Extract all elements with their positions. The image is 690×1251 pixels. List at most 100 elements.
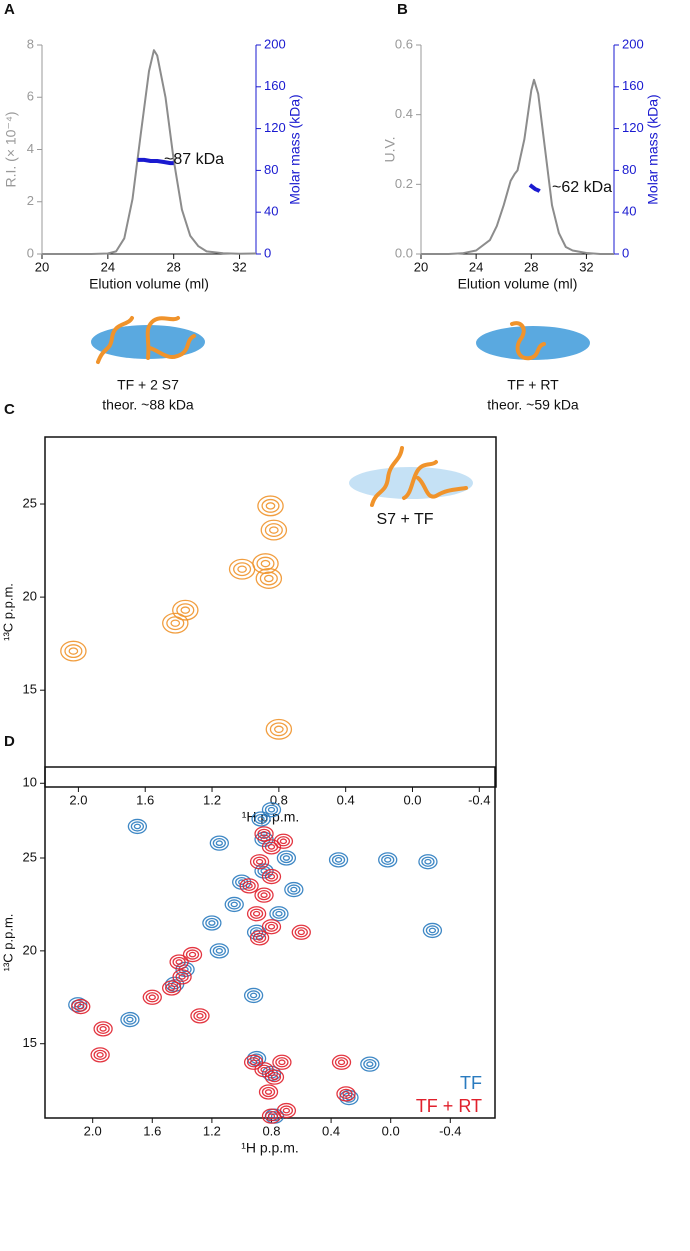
contour-peak — [120, 1011, 140, 1028]
contour-peak — [339, 1088, 353, 1100]
x-tick-label: 0.0 — [403, 792, 421, 807]
contour-peak — [272, 1054, 292, 1070]
contour-peak — [257, 828, 271, 840]
contour-peak — [261, 802, 282, 818]
y-tick-label: 20 — [23, 942, 37, 957]
complex-cartoon — [91, 316, 205, 364]
y-tick-label: 0.2 — [395, 176, 413, 191]
contour-peak — [421, 856, 435, 867]
y2-tick-label: 160 — [622, 78, 644, 93]
contour-peak — [260, 559, 271, 568]
contour-peak — [130, 821, 145, 832]
contour-peak — [249, 854, 270, 870]
contour-peak — [261, 1086, 276, 1098]
contour-peak — [264, 871, 279, 882]
x-tick-label: 0.0 — [382, 1123, 400, 1138]
y2-tick-label: 120 — [264, 120, 286, 135]
contour-peak — [269, 906, 289, 922]
y-tick-label: 8 — [27, 36, 34, 51]
y-tick-label: 0.4 — [395, 106, 413, 121]
contour-peak — [168, 985, 176, 991]
contour-peak — [212, 837, 226, 849]
contour-peak — [245, 883, 253, 889]
contour-peak — [272, 908, 286, 919]
contour-peak — [279, 838, 288, 845]
y2-tick-label: 160 — [264, 78, 286, 93]
contour-peak — [257, 889, 271, 901]
contour-peak — [180, 606, 191, 614]
contour-peak — [342, 1091, 350, 1097]
cartoon-chain — [145, 316, 196, 360]
contour-peak — [237, 565, 247, 573]
contour-peak — [275, 1057, 289, 1068]
contour-peak — [243, 1054, 264, 1070]
complex-cartoon — [349, 446, 473, 507]
contour-peak — [249, 992, 258, 999]
y-axis-title: R.I. (× 10⁻⁴) — [3, 111, 19, 187]
contour-peak — [334, 1057, 349, 1068]
contour-peak — [331, 854, 346, 866]
contour-peak — [360, 1056, 380, 1072]
x-tick-label: -0.4 — [468, 792, 490, 807]
contour-peak — [123, 1014, 137, 1025]
contour-peak — [182, 946, 203, 963]
contour-peak — [263, 574, 274, 583]
y2-tick-label: 80 — [264, 162, 278, 177]
complex-label: theor. ~59 kDa — [487, 397, 579, 413]
y-tick-label: 4 — [27, 141, 34, 156]
x-tick-label: 0.8 — [262, 1123, 280, 1138]
contour-peak — [282, 1107, 291, 1114]
y-axis-title: U.V. — [382, 137, 398, 163]
contour-peak — [257, 865, 271, 877]
contour-peak — [209, 835, 229, 851]
contour-peak — [96, 1052, 104, 1058]
x-axis-title: Elution volume (ml) — [458, 276, 578, 292]
contour-peak — [258, 1084, 279, 1100]
contour-peak — [276, 836, 291, 847]
y-tick-label: 0.6 — [395, 36, 413, 51]
contour-peak — [291, 924, 311, 940]
panel-label: D — [4, 733, 15, 750]
contour-peak — [257, 816, 265, 822]
contour-peak — [257, 1064, 271, 1075]
y2-tick-label: 0 — [264, 245, 271, 260]
cartoon-chain — [402, 460, 468, 500]
contour-peak — [215, 948, 223, 954]
contour-peak — [366, 1061, 374, 1067]
contour-peak — [172, 599, 199, 621]
contour-peak — [243, 987, 264, 1004]
contour-peak — [145, 992, 159, 1003]
contour-peak — [273, 833, 294, 849]
contour-peak — [336, 1086, 356, 1102]
contour-peak — [267, 1071, 282, 1083]
x-tick-label: 0.4 — [337, 792, 355, 807]
contour-peak — [93, 1021, 113, 1037]
contour-peak — [242, 880, 256, 892]
contour-peak — [254, 826, 274, 842]
annotation: S7 + TF — [376, 511, 433, 528]
contour-peak — [270, 1074, 279, 1080]
contour-peak — [212, 945, 226, 957]
contour-peak — [269, 722, 288, 737]
molar-mass-line — [528, 183, 541, 193]
y2-tick-label: 80 — [622, 162, 636, 177]
contour-peak — [71, 998, 91, 1015]
contour-peak — [246, 906, 267, 922]
contour-peak — [297, 929, 305, 936]
contour-peak — [142, 989, 162, 1005]
contour-peak — [275, 910, 283, 917]
contour-peak — [252, 856, 267, 867]
annotation: ~62 kDa — [552, 179, 612, 196]
contour-peak — [246, 990, 261, 1001]
contour-peak — [172, 969, 192, 985]
contour-peak — [96, 1023, 110, 1035]
contour-peak — [64, 644, 83, 659]
contour-peak — [205, 917, 219, 929]
complex-label: TF + RT — [507, 377, 559, 393]
contour-peak — [249, 930, 270, 946]
cartoon-chain — [510, 321, 546, 361]
contour-peak — [208, 920, 216, 926]
contour-peak — [334, 857, 343, 863]
contour-peak — [233, 562, 252, 577]
contour-peak — [196, 1013, 204, 1019]
